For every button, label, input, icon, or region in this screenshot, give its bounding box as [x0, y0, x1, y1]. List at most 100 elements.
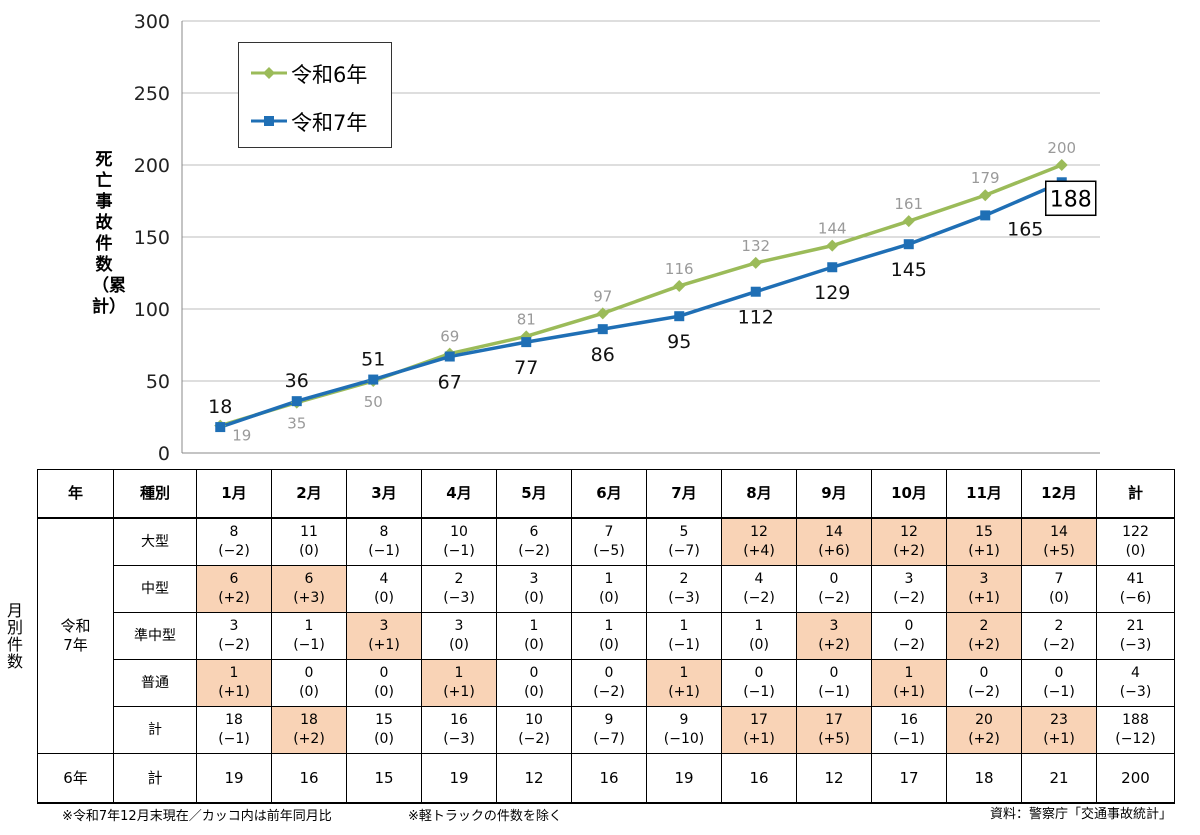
data-cell: 1 (+1) — [421, 659, 497, 707]
data-cell: 12 (+2) — [871, 517, 947, 566]
cell-count: 18 — [300, 712, 318, 728]
cell-count: 0 — [979, 665, 989, 681]
cell-change: (0) — [374, 731, 394, 747]
data-cell: 18 (+2) — [271, 706, 347, 754]
cell-change: (−3) — [1119, 637, 1152, 653]
column-header: 1月 — [196, 469, 272, 519]
data-label-r6: 97 — [593, 287, 612, 305]
table-row: 月別件数 令和 7年 大型 8 (−2) 11 (0) 8 (−1) 10 (−1) 6 (−2) 7 (−… — [4, 517, 1175, 754]
point-r6 — [902, 215, 915, 228]
cell-change: (−1) — [368, 543, 400, 559]
column-header: 計 — [1096, 469, 1175, 519]
cell-change: (0) — [599, 590, 619, 606]
cell-change: (−7) — [668, 543, 700, 559]
column-header: 6月 — [571, 469, 647, 519]
data-label-r7: 129 — [814, 282, 850, 304]
column-header: 年 — [37, 469, 114, 519]
cell-change: (−7) — [593, 731, 625, 747]
data-label-r6: 200 — [1047, 139, 1076, 157]
cell-count: 3 — [379, 618, 389, 634]
cell-count: 3 — [904, 571, 914, 587]
cell-change: (+1) — [668, 684, 700, 700]
data-label-r6: 116 — [665, 260, 694, 278]
legend-item-r7: 令和7年 — [239, 105, 389, 135]
y-tick-label: 300 — [134, 11, 170, 33]
cell-change: (−1) — [893, 731, 925, 747]
data-cell: 200 — [1096, 753, 1175, 804]
point-r7 — [215, 422, 226, 433]
point-r7 — [597, 324, 608, 335]
cell-count: 1 — [679, 618, 689, 634]
source-note: 資料：警察庁「交通事故統計」 — [989, 807, 1172, 822]
data-cell: 1 (0) — [571, 565, 647, 613]
y-tick-label: 200 — [134, 155, 170, 177]
data-label-r7: 18 — [208, 396, 232, 418]
data-cell: 7 (−5) — [571, 517, 647, 566]
data-cell: 16 — [721, 753, 797, 804]
type-cell: 普通 — [113, 659, 197, 707]
cell-change: (+5) — [1043, 543, 1075, 559]
cell-change: (−3) — [443, 590, 475, 606]
line-chart: 0 50 100 150 200 250 300 19 35 50 69 81 97 116 132 144… — [134, 11, 1100, 465]
cell-change: (0) — [599, 637, 619, 653]
y-axis-label: 死亡事故件数（累計） — [92, 150, 126, 317]
cell-count: 0 — [529, 665, 539, 681]
data-cell: 0 (0) — [346, 659, 422, 707]
legend-item-r6: 令和6年 — [239, 57, 389, 87]
data-label-r7: 86 — [591, 344, 615, 366]
cell-change: (−2) — [518, 543, 550, 559]
cell-count: 4 — [754, 571, 764, 587]
final-value-box — [1045, 180, 1097, 217]
type-cell: 計 — [113, 706, 197, 754]
cell-count: 1 — [904, 665, 914, 681]
year-label: 令和 7年 — [60, 617, 91, 654]
cell-count: 3 — [229, 618, 239, 634]
type-cell: 準中型 — [113, 612, 197, 660]
cell-change: (0) — [374, 590, 394, 606]
data-cell: 19 — [196, 753, 272, 804]
cell-count: 2 — [979, 618, 989, 634]
cell-count: 16 — [900, 712, 918, 728]
cell-count: 11 — [300, 524, 318, 540]
cell-count: 6 — [304, 571, 314, 587]
cell-count: 4 — [379, 571, 389, 587]
data-cell: 0 (−2) — [571, 659, 647, 707]
cell-count: 17 — [750, 712, 768, 728]
data-cell: 16 (−1) — [871, 706, 947, 754]
column-header: 8月 — [721, 469, 797, 519]
cell-count: 2 — [679, 571, 689, 587]
point-r7 — [368, 374, 379, 385]
cell-change: (−2) — [518, 731, 550, 747]
cell-count: 8 — [229, 524, 239, 540]
point-r7 — [903, 239, 914, 250]
column-header: 7月 — [646, 469, 722, 519]
y-tick-label: 250 — [134, 83, 170, 105]
data-label-r6: 19 — [232, 427, 251, 445]
cell-count: 0 — [829, 571, 839, 587]
cell-count: 0 — [754, 665, 764, 681]
table-row-prev-year: 6年計 19 16 15 19 12 16 19 16 12 17 18 21 200 — [37, 753, 1175, 804]
cell-change: (−3) — [1119, 684, 1152, 700]
cell-change: (−2) — [893, 590, 925, 606]
cell-change: (−2) — [1043, 637, 1075, 653]
point-r6 — [1055, 159, 1068, 171]
data-cell: 2 (−3) — [646, 565, 722, 613]
data-cell: 16 (−3) — [421, 706, 497, 754]
data-cell: 3 (+2) — [796, 612, 872, 660]
cell-count: 12 — [750, 524, 768, 540]
series-line-r7 — [219, 180, 1063, 429]
cell-count: 17 — [825, 712, 843, 728]
data-cell: 6 (−2) — [496, 517, 572, 566]
cell-count: 2 — [1054, 618, 1064, 634]
point-r6 — [673, 279, 686, 292]
cell-change: (−2) — [968, 684, 1000, 700]
data-cell: 4 (−3) — [1096, 659, 1175, 707]
y-tick-label: 0 — [158, 443, 170, 465]
type-cell: 中型 — [113, 565, 197, 613]
cell-change: (−12) — [1115, 731, 1156, 747]
data-cell: 15 — [346, 753, 422, 804]
year-cell: 月別件数 令和 7年 — [4, 517, 114, 754]
y-tick-label: 150 — [134, 227, 170, 249]
cell-change: (0) — [374, 684, 394, 700]
data-cell: 15 (0) — [346, 706, 422, 754]
